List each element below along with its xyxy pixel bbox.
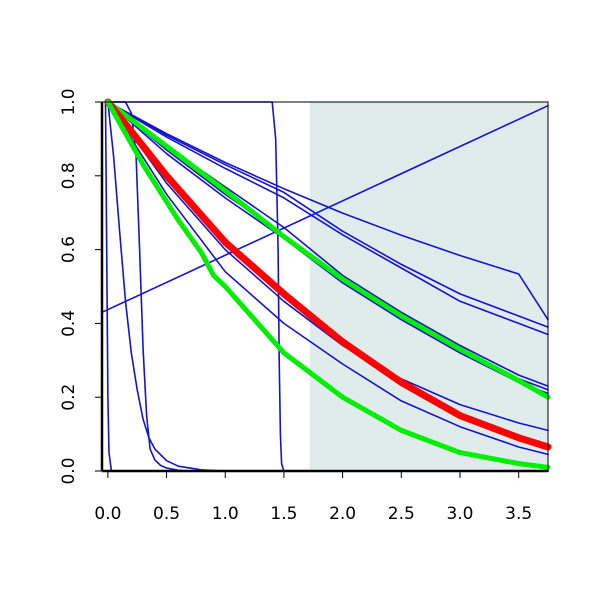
x-tick-label: 0.0 — [94, 504, 121, 524]
series-line-2 — [107, 101, 549, 472]
x-tick-label: 1.5 — [270, 504, 297, 524]
x-tick-label: 2.0 — [329, 504, 356, 524]
axis-layer: 0.0 0.5 1.0 1.5 2.0 2.5 3.0 3.5 0.0 0.2 0.4 0.6 0.8 1… — [59, 88, 549, 524]
series-line-16 — [105, 99, 551, 470]
y-tick-label: 1.0 — [59, 88, 79, 115]
y-tick-label: 0.0 — [59, 457, 79, 484]
shaded-region — [309, 102, 548, 471]
series-line-15 — [104, 98, 552, 451]
series-line-7 — [107, 101, 549, 328]
series-layer — [101, 98, 552, 472]
y-tick-label: 0.6 — [59, 236, 79, 263]
series-line-4 — [107, 101, 549, 472]
x-tick-label: 0.5 — [153, 504, 180, 524]
x-tick-label: 3.0 — [446, 504, 473, 524]
series-line-8 — [107, 101, 549, 336]
x-tick-label: 1.0 — [212, 504, 239, 524]
shaded-region-layer — [309, 102, 548, 471]
x-tick-label: 2.5 — [388, 504, 415, 524]
y-tick-label: 0.4 — [59, 310, 79, 337]
x-tick-label: 3.5 — [505, 504, 532, 524]
y-tick-label: 0.2 — [59, 384, 79, 411]
series-line-13 — [107, 101, 549, 456]
series-line-14 — [105, 99, 551, 400]
series-line-5 — [101, 104, 549, 314]
y-tick-label: 0.8 — [59, 162, 79, 189]
series-line-6 — [107, 101, 549, 321]
